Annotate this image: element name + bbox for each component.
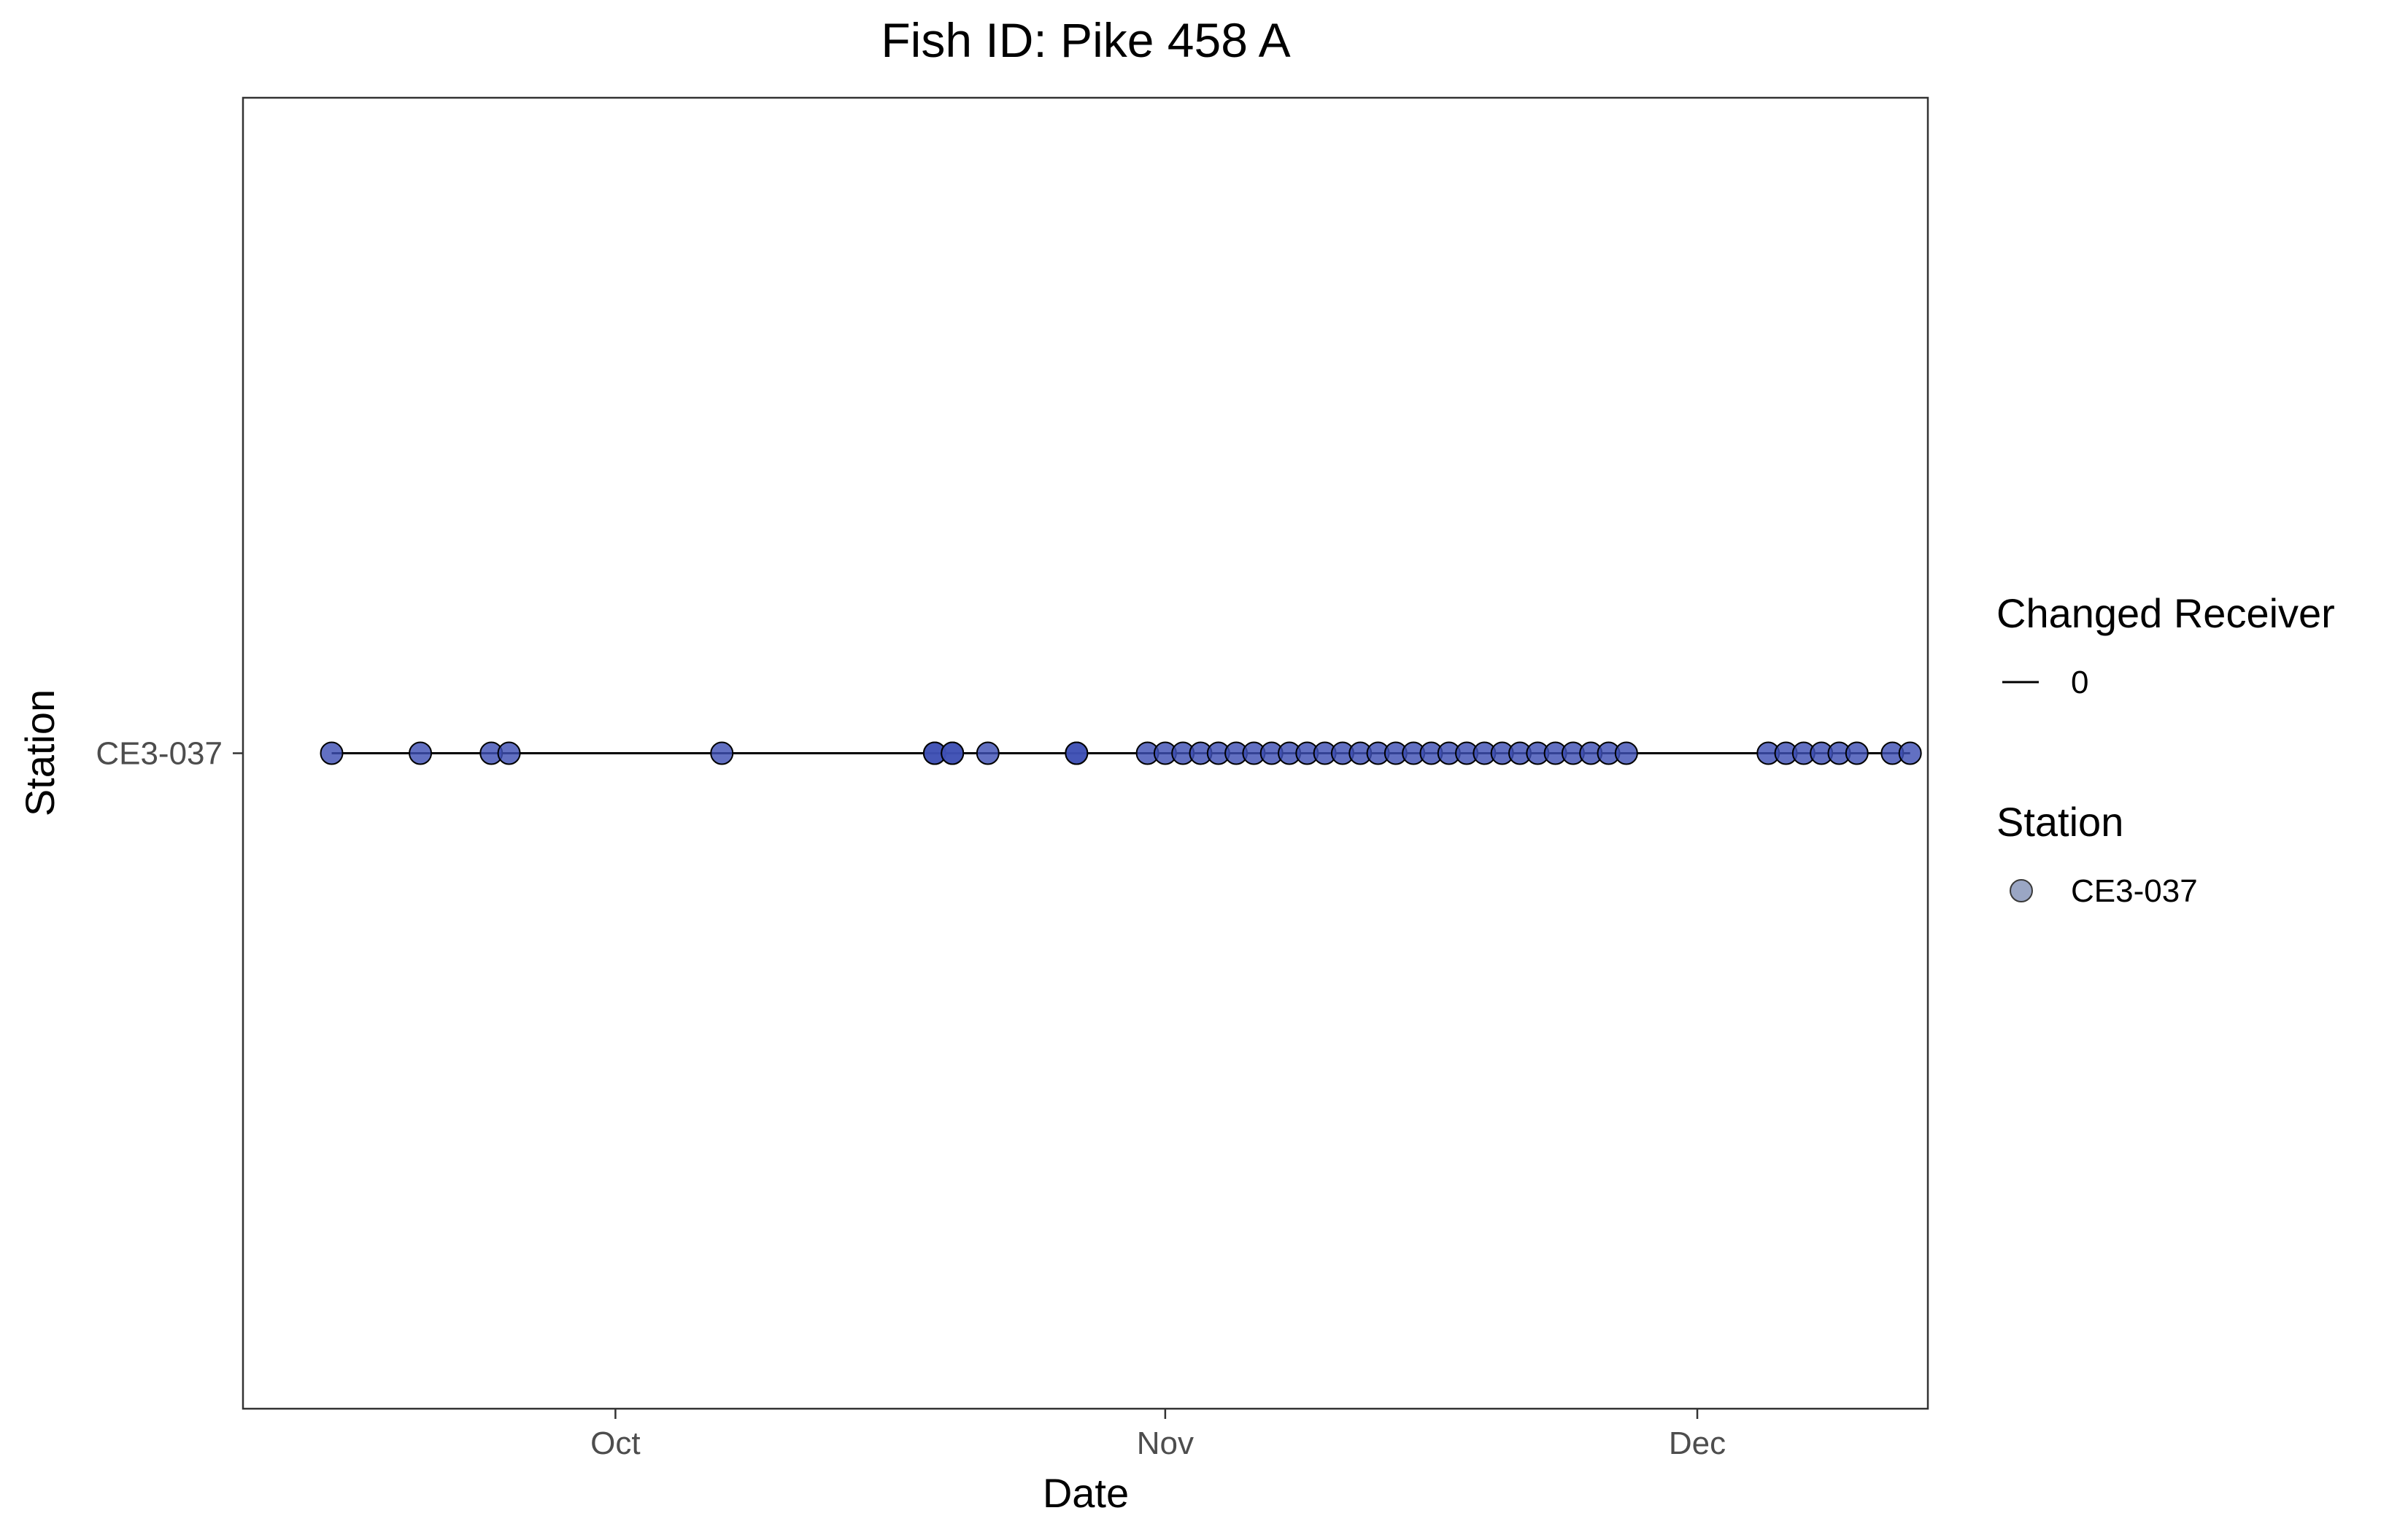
detection-point <box>1065 741 1089 765</box>
legend-title-changed-receiver: Changed Receiver <box>1996 590 2335 636</box>
legend-key-point <box>2010 879 2033 902</box>
legend: Changed Receiver 0 Station CE3-037 <box>1996 590 2335 909</box>
x-axis-title: Date <box>1043 1470 1129 1516</box>
detection-point <box>320 741 344 765</box>
axis-layer: Oct Nov Dec CE3-037 <box>96 736 1726 1462</box>
series-layer <box>320 741 1922 765</box>
chart-title: Fish ID: Pike 458 A <box>881 13 1290 67</box>
detection-point <box>710 741 734 765</box>
x-tick-label: Dec <box>1669 1425 1726 1461</box>
x-tick-label: Nov <box>1137 1425 1194 1461</box>
detection-point <box>1898 741 1922 765</box>
detection-point <box>1845 741 1869 765</box>
y-tick-label: CE3-037 <box>96 736 223 772</box>
detection-point <box>976 741 1000 765</box>
detection-point <box>409 741 433 765</box>
legend-label-changed-receiver: 0 <box>2071 665 2088 700</box>
legend-title-station: Station <box>1996 799 2123 845</box>
x-tick-label: Oct <box>590 1425 640 1461</box>
legend-label-station: CE3-037 <box>2071 873 2198 909</box>
y-axis-title: Station <box>17 689 63 816</box>
detection-point <box>497 741 521 765</box>
detection-point <box>1614 741 1638 765</box>
detection-point <box>941 741 965 765</box>
